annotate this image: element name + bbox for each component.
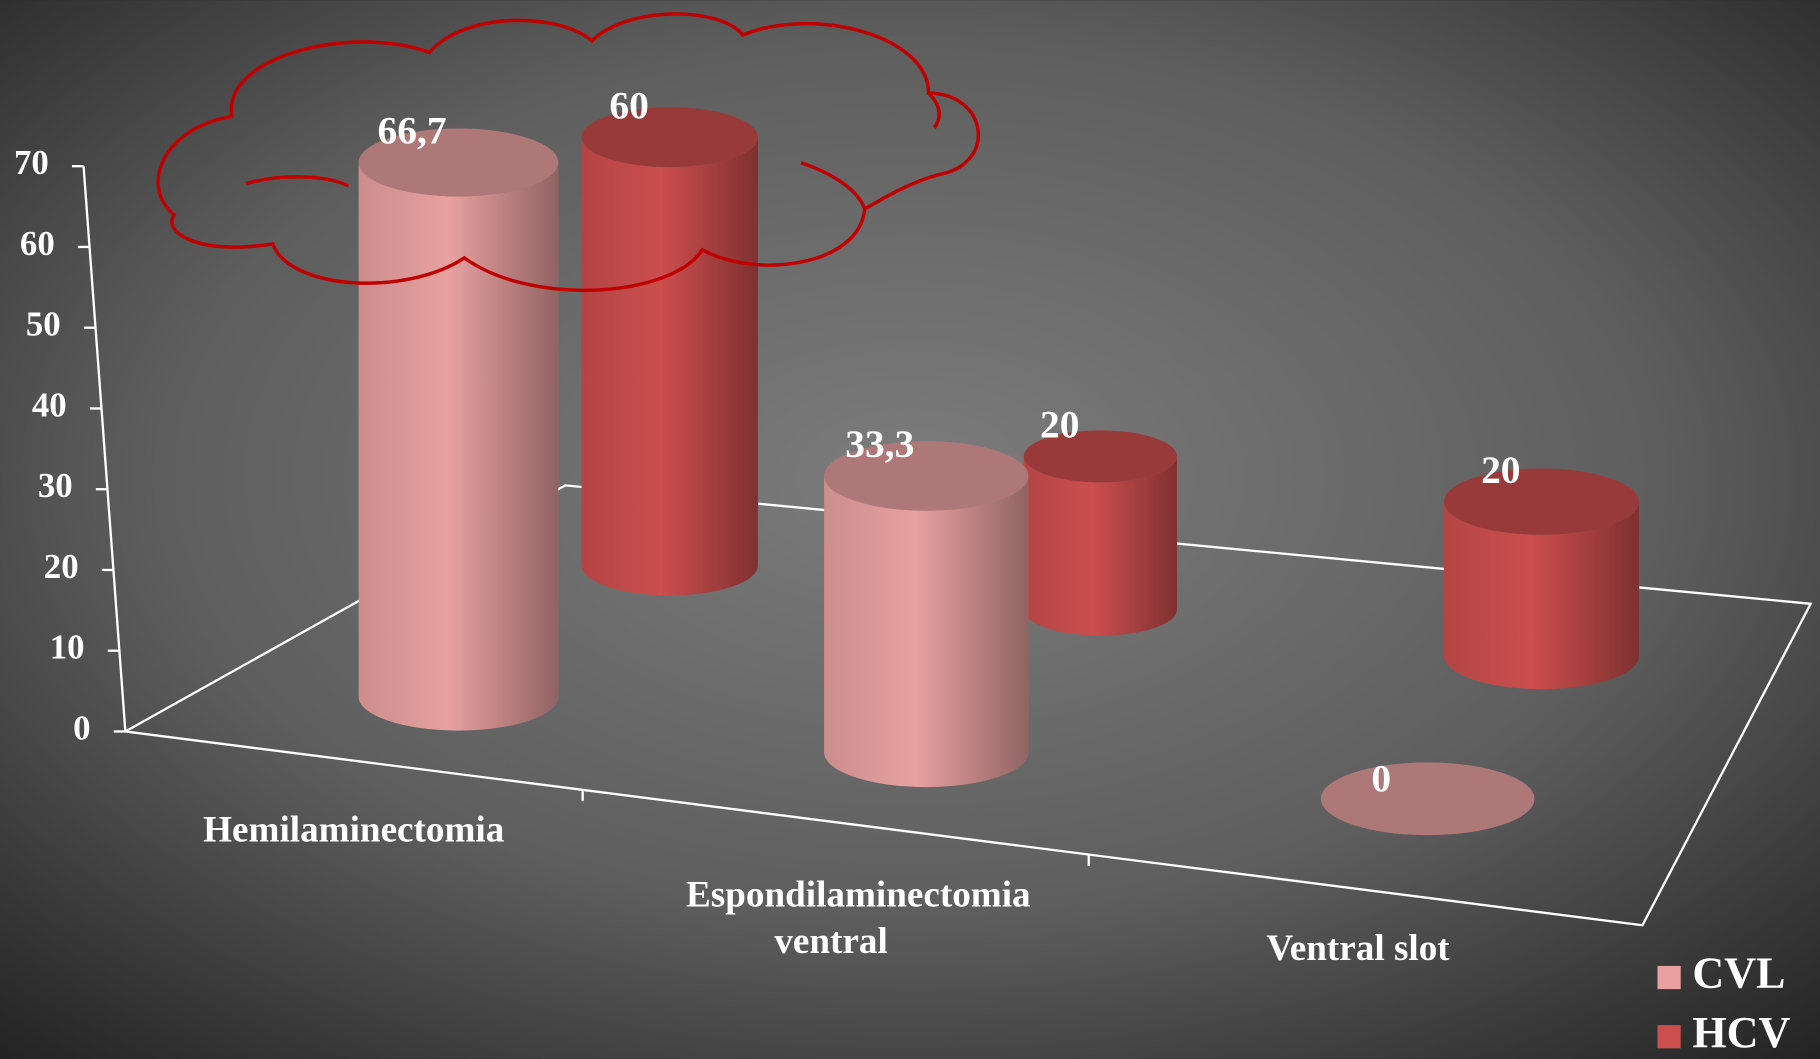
y-tick-label: 20: [44, 547, 79, 586]
value-label: 0: [1371, 757, 1391, 801]
y-tick-label: 70: [14, 143, 49, 182]
category-labels: Hemilaminectomia Espondilaminectomia vent…: [203, 808, 1450, 969]
x-tick-label: Hemilaminectomia: [203, 808, 505, 850]
cylinder-top: [358, 128, 559, 197]
y-axis-line: [82, 166, 127, 732]
y-tick-label: 60: [20, 224, 55, 263]
x-tick-label-box: Hemilaminectomia: [203, 808, 505, 850]
y-axis: 0 10 20 30 40 50 60 70: [14, 143, 127, 747]
cylinder-top-shade: [581, 107, 758, 168]
x-tick-label: Ventral slot: [1266, 926, 1450, 969]
legend-label: HCV: [1692, 1008, 1790, 1057]
cylinder-shade: [358, 162, 559, 731]
y-tick-label: 50: [26, 305, 61, 344]
cylinder-shade: [1443, 501, 1639, 690]
cylinder-top-shade: [1443, 468, 1639, 535]
value-label: 33,3: [845, 422, 914, 466]
cylinder-top: [581, 107, 758, 168]
legend-swatch: [1657, 965, 1681, 990]
cylinder-top-shade: [824, 441, 1029, 511]
x-tick-label-box: Espondilaminectomia ventral: [685, 873, 1031, 962]
cylinder-top-shade: [1023, 430, 1177, 483]
legend-swatch: [1657, 1025, 1681, 1049]
y-tick-label: 30: [38, 466, 73, 505]
cylinder-top: [1320, 762, 1535, 836]
y-tick-label: 10: [50, 628, 85, 667]
legend: CVL HCV: [1657, 949, 1790, 1057]
cylinder-top-shade: [358, 128, 559, 197]
y-tick-label: 40: [32, 385, 67, 424]
cylinder-top-shade: [1320, 762, 1535, 836]
value-label: 20: [1481, 448, 1520, 492]
value-label: 60: [609, 83, 648, 127]
cylinder-shade: [1023, 456, 1177, 636]
bars: 60 20 20 66,7 33,3 0: [358, 83, 1639, 836]
value-label: 66,7: [378, 109, 447, 153]
legend-label: CVL: [1692, 949, 1785, 998]
cylinder-top: [1023, 430, 1177, 483]
y-tick-label: 0: [73, 708, 90, 747]
cylinder-top: [1443, 468, 1639, 535]
cloud-annotation: [156, 12, 980, 293]
cylinder-top: [824, 441, 1029, 511]
x-tick-label-box: Ventral slot: [1266, 926, 1450, 969]
x-tick-label: Espondilaminectomia ventral: [685, 873, 1031, 962]
cylinder-shade: [581, 137, 758, 596]
cylinder-shade: [824, 475, 1029, 788]
value-label: 20: [1040, 403, 1079, 447]
